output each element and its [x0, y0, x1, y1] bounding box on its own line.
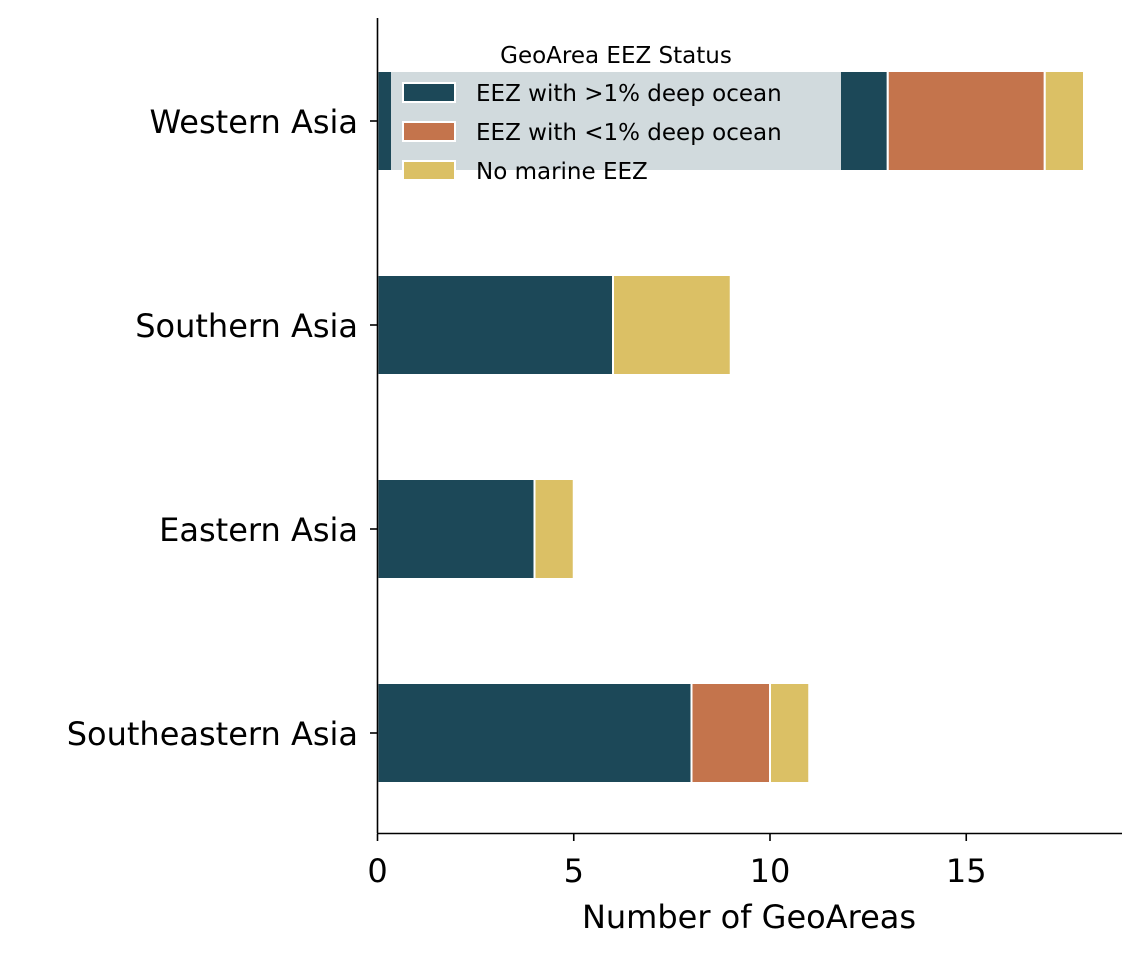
bar-segment-1-2 — [612, 274, 732, 376]
bar-segment-3-2 — [769, 682, 811, 784]
x-tick-label: 15 — [946, 852, 987, 890]
x-axis-title: Number of GeoAreas — [582, 898, 916, 936]
legend-items: EEZ with >1% deep ocean EEZ with <1% deep… — [402, 81, 782, 185]
bar-segment-2-0 — [376, 478, 536, 580]
bar-segment-3-0 — [376, 682, 693, 784]
bar-segment-2-2 — [533, 478, 575, 580]
x-tick-label: 5 — [564, 852, 584, 890]
y-tick-label: Southeastern Asia — [67, 715, 358, 753]
bar-segment-0-2 — [1043, 70, 1085, 172]
x-ticks-group: 0 5 10 15 — [367, 833, 987, 890]
legend: GeoArea EEZ Status EEZ with >1% deep oce… — [391, 34, 841, 188]
bars-group — [376, 70, 1085, 784]
x-tick-label: 0 — [367, 852, 387, 890]
legend-frame — [391, 34, 841, 188]
legend-swatch-2 — [402, 160, 456, 181]
legend-swatch-1 — [402, 121, 456, 142]
bar-segment-1-0 — [376, 274, 614, 376]
legend-label-0: EEZ with >1% deep ocean — [476, 81, 782, 107]
y-tick-label: Eastern Asia — [159, 511, 358, 549]
y-ticks-group: Western Asia Southern Asia Eastern Asia Sou… — [67, 103, 378, 753]
y-tick-label: Southern Asia — [135, 307, 358, 345]
y-tick-label: Western Asia — [150, 103, 358, 141]
x-tick-label: 10 — [750, 852, 791, 890]
bar-segment-3-1 — [690, 682, 771, 784]
legend-label-2: No marine EEZ — [476, 159, 648, 185]
legend-swatch-0 — [402, 82, 456, 103]
bar-segment-0-1 — [886, 70, 1046, 172]
legend-title: GeoArea EEZ Status — [500, 43, 732, 69]
axes-group — [376, 18, 1122, 835]
legend-label-1: EEZ with <1% deep ocean — [476, 120, 782, 146]
